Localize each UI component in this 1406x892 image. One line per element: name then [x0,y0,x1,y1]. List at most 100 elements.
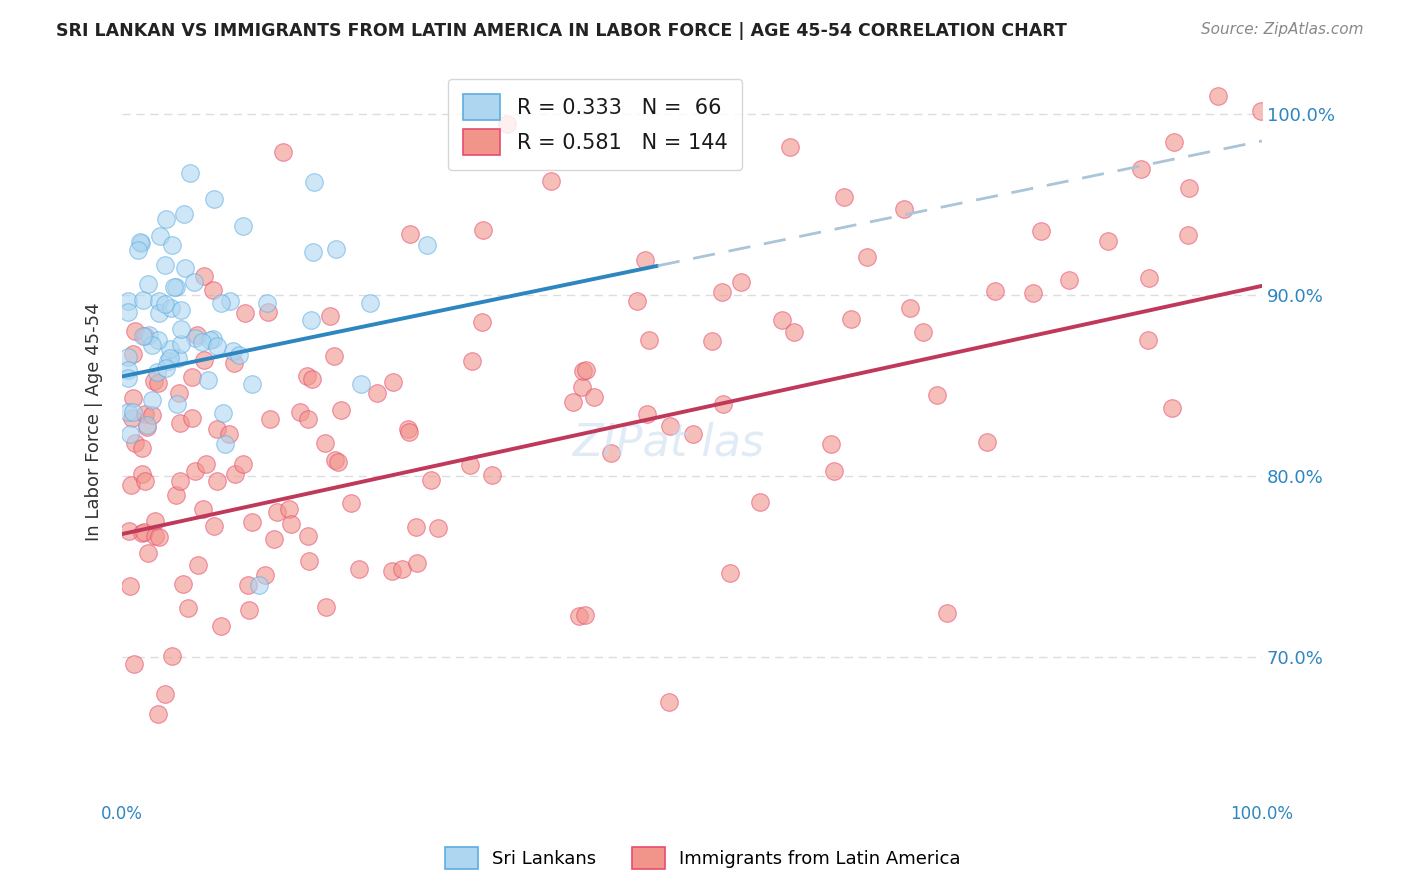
Point [159,351,181,366]
Point [240,515,263,529]
Point [271,145,294,160]
Point [266,505,288,519]
Point [117,305,139,319]
Point [1177,181,1199,195]
Point [290,405,312,419]
Point [256,296,278,310]
Point [153,258,176,272]
Point [749,495,772,509]
Point [148,333,170,347]
Point [177,600,200,615]
Point [224,467,246,481]
Point [247,578,270,592]
Point [935,606,957,620]
Point [131,526,153,541]
Point [893,202,915,216]
Point [224,355,246,369]
Point [1136,333,1159,347]
Point [1021,285,1043,300]
Point [120,578,142,592]
Point [200,333,222,347]
Point [233,305,256,319]
Point [117,404,139,418]
Point [381,375,404,389]
Point [700,334,723,348]
Point [214,437,236,451]
Point [122,391,145,405]
Text: 100.0%: 100.0% [1230,805,1294,823]
Point [153,296,176,310]
Point [146,707,169,722]
Point [626,294,648,309]
Point [297,528,319,542]
Point [143,374,166,388]
Point [855,250,877,264]
Point [201,332,224,346]
Point [280,517,302,532]
Point [1206,88,1229,103]
Point [471,315,494,329]
Text: Source: ZipAtlas.com: Source: ZipAtlas.com [1201,22,1364,37]
Point [472,223,495,237]
Point [636,407,658,421]
Point [912,325,935,339]
Point [398,227,420,242]
Text: SRI LANKAN VS IMMIGRANTS FROM LATIN AMERICA IN LABOR FORCE | AGE 45-54 CORRELATI: SRI LANKAN VS IMMIGRANTS FROM LATIN AMER… [56,22,1067,40]
Point [419,473,441,487]
Point [568,608,591,623]
Point [350,376,373,391]
Point [314,436,336,450]
Point [191,335,214,350]
Point [301,372,323,386]
Point [122,347,145,361]
Point [381,564,404,578]
Point [259,411,281,425]
Point [823,464,845,478]
Point [187,558,209,573]
Point [157,353,180,368]
Point [218,426,240,441]
Point [180,370,202,384]
Point [166,397,188,411]
Point [574,608,596,623]
Point [415,237,437,252]
Point [118,427,141,442]
Point [127,243,149,257]
Point [263,532,285,546]
Point [209,619,232,633]
Point [124,436,146,450]
Point [1097,234,1119,248]
Point [209,296,232,310]
Point [120,477,142,491]
Point [118,524,141,539]
Point [146,365,169,379]
Point [461,353,484,368]
Point [718,566,741,580]
Point [299,313,322,327]
Point [398,425,420,440]
Point [297,412,319,426]
Point [228,348,250,362]
Point [124,324,146,338]
Point [117,350,139,364]
Point [779,140,801,154]
Text: ZIPat las: ZIPat las [574,421,765,465]
Point [181,410,204,425]
Point [143,529,166,543]
Point [167,386,190,401]
Point [170,337,193,351]
Point [134,328,156,343]
Point [212,406,235,420]
Point [1029,224,1052,238]
Point [315,600,337,615]
Point [141,338,163,352]
Point [136,418,159,433]
Point [232,457,254,471]
Point [820,437,842,451]
Point [366,385,388,400]
Point [132,293,155,308]
Point [117,370,139,384]
Point [572,364,595,378]
Point [121,410,143,425]
Point [202,192,225,206]
